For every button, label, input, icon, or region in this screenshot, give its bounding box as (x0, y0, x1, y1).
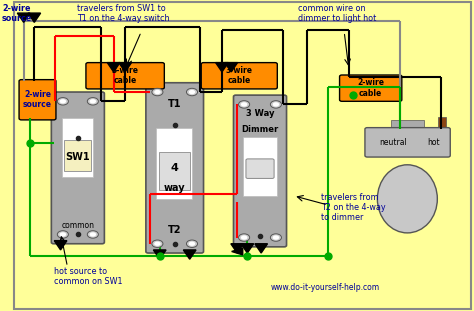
Text: T2: T2 (168, 225, 182, 235)
Text: hot: hot (427, 138, 440, 147)
Text: 3 Way: 3 Way (246, 109, 274, 118)
Circle shape (87, 98, 99, 105)
Circle shape (154, 90, 161, 94)
FancyBboxPatch shape (339, 75, 402, 101)
Text: 3-wire
cable: 3-wire cable (226, 66, 253, 86)
FancyBboxPatch shape (51, 92, 104, 244)
FancyBboxPatch shape (201, 63, 277, 89)
Text: Dimmer: Dimmer (241, 125, 279, 134)
Circle shape (154, 242, 161, 246)
Bar (243, 137, 277, 196)
Polygon shape (231, 244, 244, 253)
Text: hot source to
common on SW1: hot source to common on SW1 (54, 267, 122, 286)
Text: common wire on
dimmer to light hot: common wire on dimmer to light hot (298, 4, 376, 23)
Text: travelers from SW1 to
T1 on the 4-way switch: travelers from SW1 to T1 on the 4-way sw… (77, 4, 169, 23)
Bar (64, 140, 91, 171)
Polygon shape (154, 250, 166, 259)
Text: travelers from
T2 on the 4-way
to dimmer: travelers from T2 on the 4-way to dimmer (321, 193, 386, 222)
Circle shape (270, 234, 282, 241)
Polygon shape (119, 63, 131, 72)
Polygon shape (18, 13, 30, 22)
Circle shape (90, 232, 96, 237)
Polygon shape (54, 241, 67, 250)
Bar (159, 152, 190, 190)
Text: T1: T1 (168, 100, 182, 109)
Circle shape (241, 102, 247, 107)
Circle shape (57, 231, 68, 238)
Text: 2-wire
source: 2-wire source (1, 4, 32, 23)
Circle shape (273, 102, 279, 107)
Polygon shape (216, 63, 228, 72)
Circle shape (238, 101, 250, 108)
Bar (156, 128, 192, 199)
Text: common: common (61, 221, 94, 230)
Ellipse shape (377, 165, 438, 233)
Circle shape (270, 101, 282, 108)
Text: 2-wire
cable: 2-wire cable (357, 78, 384, 98)
Polygon shape (183, 250, 196, 259)
Text: 3-wire
cable: 3-wire cable (112, 66, 138, 86)
Bar (438, 117, 446, 129)
Circle shape (189, 242, 195, 246)
Circle shape (60, 232, 66, 237)
Text: SW1: SW1 (65, 152, 90, 162)
Circle shape (241, 235, 247, 240)
Text: way: way (164, 183, 185, 193)
Polygon shape (232, 248, 243, 255)
Circle shape (57, 98, 68, 105)
Circle shape (273, 235, 279, 240)
Circle shape (60, 99, 66, 104)
Bar (392, 120, 424, 132)
Circle shape (152, 240, 163, 248)
Circle shape (152, 88, 163, 96)
Text: neutral: neutral (379, 138, 407, 147)
Polygon shape (28, 13, 41, 22)
FancyBboxPatch shape (234, 95, 287, 247)
Circle shape (90, 99, 96, 104)
Polygon shape (225, 63, 237, 72)
Text: 4: 4 (171, 163, 179, 173)
Polygon shape (107, 63, 120, 72)
Polygon shape (255, 244, 267, 253)
Bar (62, 118, 93, 177)
Circle shape (238, 234, 250, 241)
FancyBboxPatch shape (86, 63, 164, 89)
FancyBboxPatch shape (365, 128, 450, 157)
FancyBboxPatch shape (246, 159, 274, 179)
FancyBboxPatch shape (19, 80, 56, 120)
Circle shape (186, 240, 198, 248)
Circle shape (186, 88, 198, 96)
Text: www.do-it-yourself-help.com: www.do-it-yourself-help.com (270, 283, 380, 292)
Circle shape (87, 231, 99, 238)
Polygon shape (241, 244, 254, 253)
Text: 2-wire
source: 2-wire source (23, 90, 52, 109)
Circle shape (189, 90, 195, 94)
FancyBboxPatch shape (146, 83, 203, 253)
